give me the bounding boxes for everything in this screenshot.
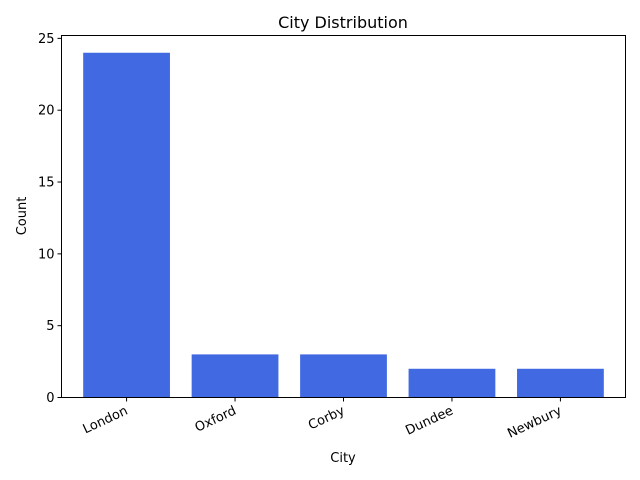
- bar-dundee: [408, 368, 496, 398]
- y-tick-label: 15: [38, 176, 55, 191]
- plot-frame: [61, 35, 626, 398]
- bar-corby: [300, 354, 387, 398]
- y-tick-label: 10: [38, 247, 55, 262]
- y-tick-label: 5: [46, 319, 54, 334]
- x-tick-label: Corby: [306, 403, 347, 433]
- y-tick-label: 20: [38, 104, 55, 119]
- x-axis-label: City: [330, 451, 356, 466]
- y-tick-label: 25: [38, 32, 55, 47]
- bars-layer: [83, 52, 604, 398]
- x-tick-label: Newbury: [505, 403, 564, 441]
- x-tick-label: Oxford: [193, 404, 239, 436]
- bar-london: [83, 52, 170, 398]
- x-tick-label: Dundee: [403, 404, 455, 439]
- y-axis-label: Count: [15, 197, 30, 236]
- chart-title: City Distribution: [278, 13, 408, 32]
- y-axis-ticks: 0 5 10 15 20 25: [38, 32, 62, 406]
- x-tick-label: London: [81, 404, 131, 438]
- y-tick-label: 0: [46, 391, 54, 406]
- bar-newbury: [517, 368, 604, 398]
- bar-oxford: [191, 354, 279, 398]
- x-axis-ticks: London Oxford Corby Dundee Newbury: [81, 397, 564, 442]
